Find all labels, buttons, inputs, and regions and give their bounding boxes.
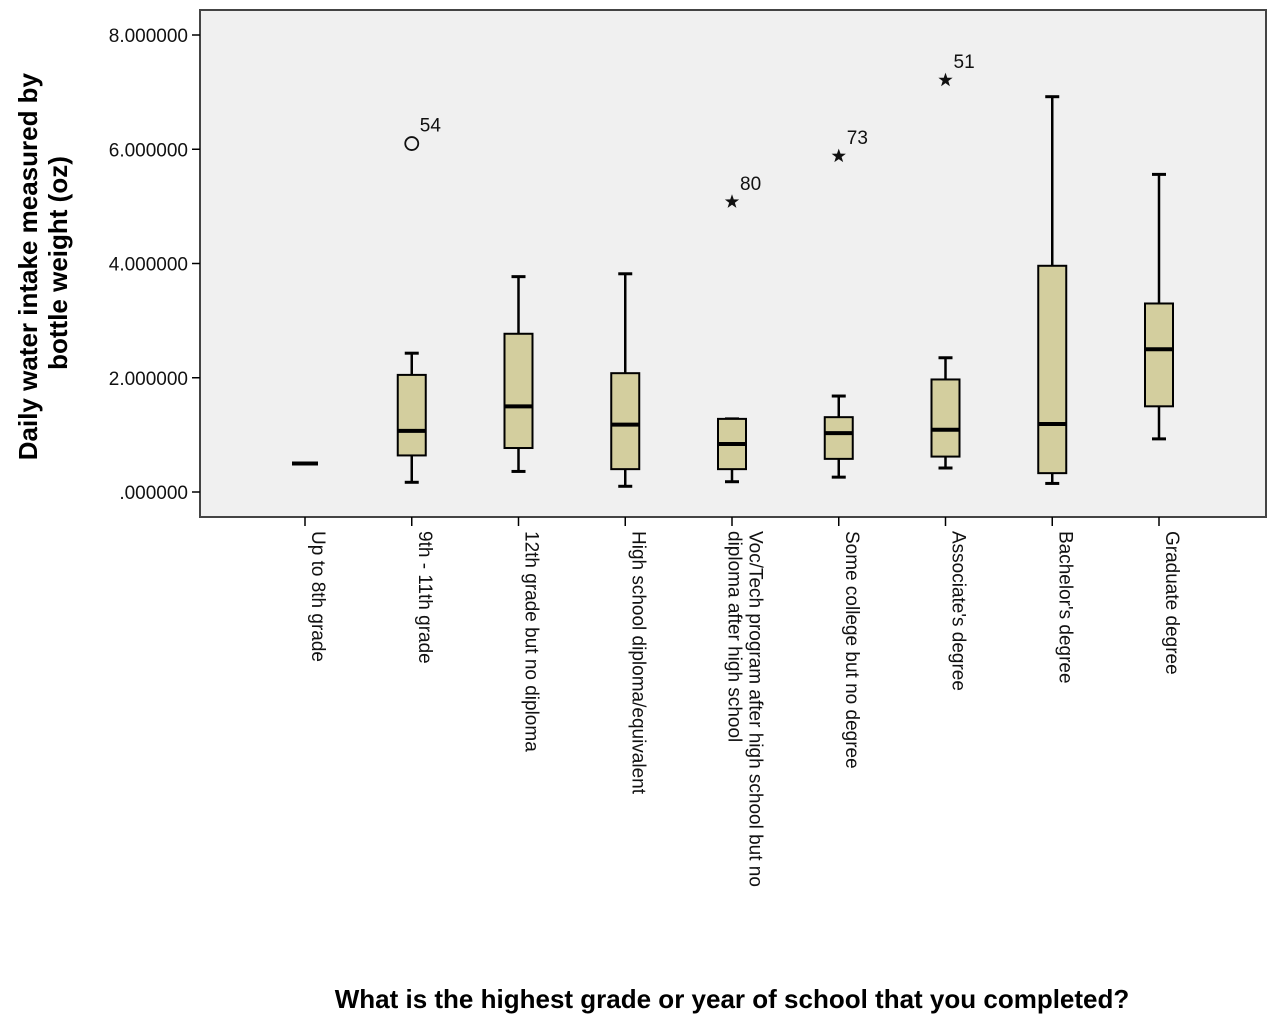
x-category-label: Voc/Tech program after high school but n… (745, 531, 766, 887)
y-axis: .000000 2.000000 4.000000 6.000000 8.000000 (109, 26, 200, 504)
x-category-label: 9th - 11th grade (414, 531, 435, 664)
x-category-label: diploma after high school (724, 531, 745, 742)
box-iqr (823, 416, 854, 460)
outlier-label: 80 (740, 174, 761, 195)
y-axis-title-line-1: Daily water intake measured by (13, 72, 43, 460)
box-group (1144, 172, 1174, 441)
y-axis-title-line-2: bottle weight (oz) (43, 156, 73, 370)
y-tick-label: 8.000000 (109, 26, 188, 47)
x-category-label: Bachelor's degree (1054, 531, 1075, 684)
box-iqr (503, 332, 534, 450)
x-axis: Up to 8th grade 9th - 11th grade 12th grad… (304, 517, 1182, 887)
y-tick-label: 4.000000 (109, 255, 188, 276)
outlier-label: 54 (420, 116, 442, 137)
box-group (717, 417, 747, 484)
outlier-star (938, 72, 953, 87)
outlier-circle (404, 136, 420, 151)
y-tick-label: 6.000000 (109, 140, 188, 161)
box-iqr (1144, 302, 1174, 408)
outliers: 54 80 73 51 (404, 52, 975, 208)
outlier-label: 51 (954, 52, 975, 73)
x-category-label: Associate's degree (948, 531, 969, 691)
box-group (823, 394, 854, 479)
outlier-star (831, 148, 846, 163)
box-group (1037, 95, 1068, 485)
x-category-label: High school diploma/equivalent (627, 531, 648, 795)
box-iqr (930, 378, 961, 458)
box-iqr (396, 373, 427, 457)
x-category-label: Some college but no degree (841, 531, 862, 769)
x-category-label: Up to 8th grade (307, 531, 328, 662)
box-iqr (1037, 264, 1068, 475)
x-axis-title: What is the highest grade or year of sch… (335, 984, 1130, 1014)
x-category-label: Graduate degree (1161, 531, 1182, 675)
outlier-star (724, 194, 740, 208)
box-group (610, 272, 641, 488)
y-tick-label: .000000 (119, 483, 188, 504)
boxes (292, 95, 1174, 488)
outlier-label: 73 (847, 128, 868, 149)
x-category-label: 12th grade but no diploma (521, 531, 542, 752)
box-group (930, 356, 961, 470)
y-axis-title: Daily water intake measured by bottle we… (13, 66, 73, 461)
box-iqr (610, 372, 641, 471)
y-tick-label: 2.000000 (109, 369, 188, 390)
box-group (503, 275, 534, 473)
box-group (396, 351, 427, 484)
